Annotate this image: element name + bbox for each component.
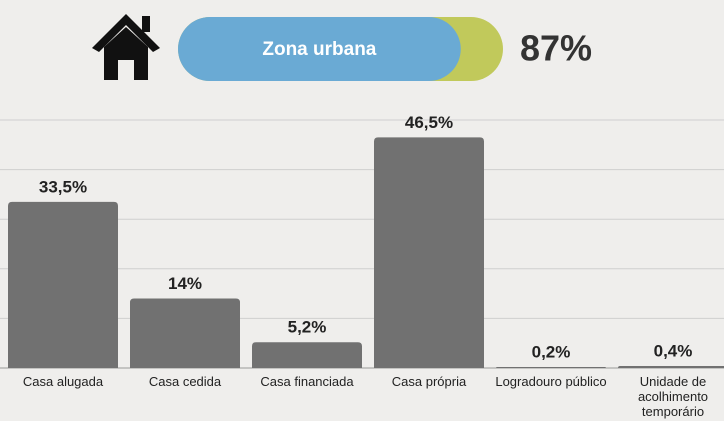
x-tick-label: Casa cedida bbox=[148, 374, 222, 389]
value-label: 14% bbox=[168, 274, 202, 293]
value-label: 46,5% bbox=[405, 113, 453, 132]
x-tick-label: Casa financiada bbox=[260, 374, 354, 389]
bar bbox=[618, 366, 724, 368]
bar bbox=[252, 342, 362, 368]
house-icon bbox=[92, 14, 160, 80]
value-label: 0,4% bbox=[654, 342, 693, 361]
progress-fill bbox=[178, 17, 461, 81]
bar bbox=[496, 367, 606, 368]
value-label: 33,5% bbox=[39, 177, 87, 196]
value-label: 0,2% bbox=[532, 342, 571, 361]
bar bbox=[374, 137, 484, 368]
value-label: 5,2% bbox=[288, 318, 327, 337]
header-value: 87% bbox=[520, 28, 592, 69]
x-tick-label: Unidade de acolhimento temporário bbox=[637, 374, 709, 419]
bar bbox=[8, 201, 118, 368]
bar bbox=[130, 298, 240, 368]
x-tick-label: Logradouro público bbox=[495, 374, 607, 389]
x-tick-label: Casa própria bbox=[391, 374, 467, 389]
header-label: Zona urbana bbox=[262, 39, 376, 60]
x-tick-label: Casa alugada bbox=[22, 374, 104, 389]
